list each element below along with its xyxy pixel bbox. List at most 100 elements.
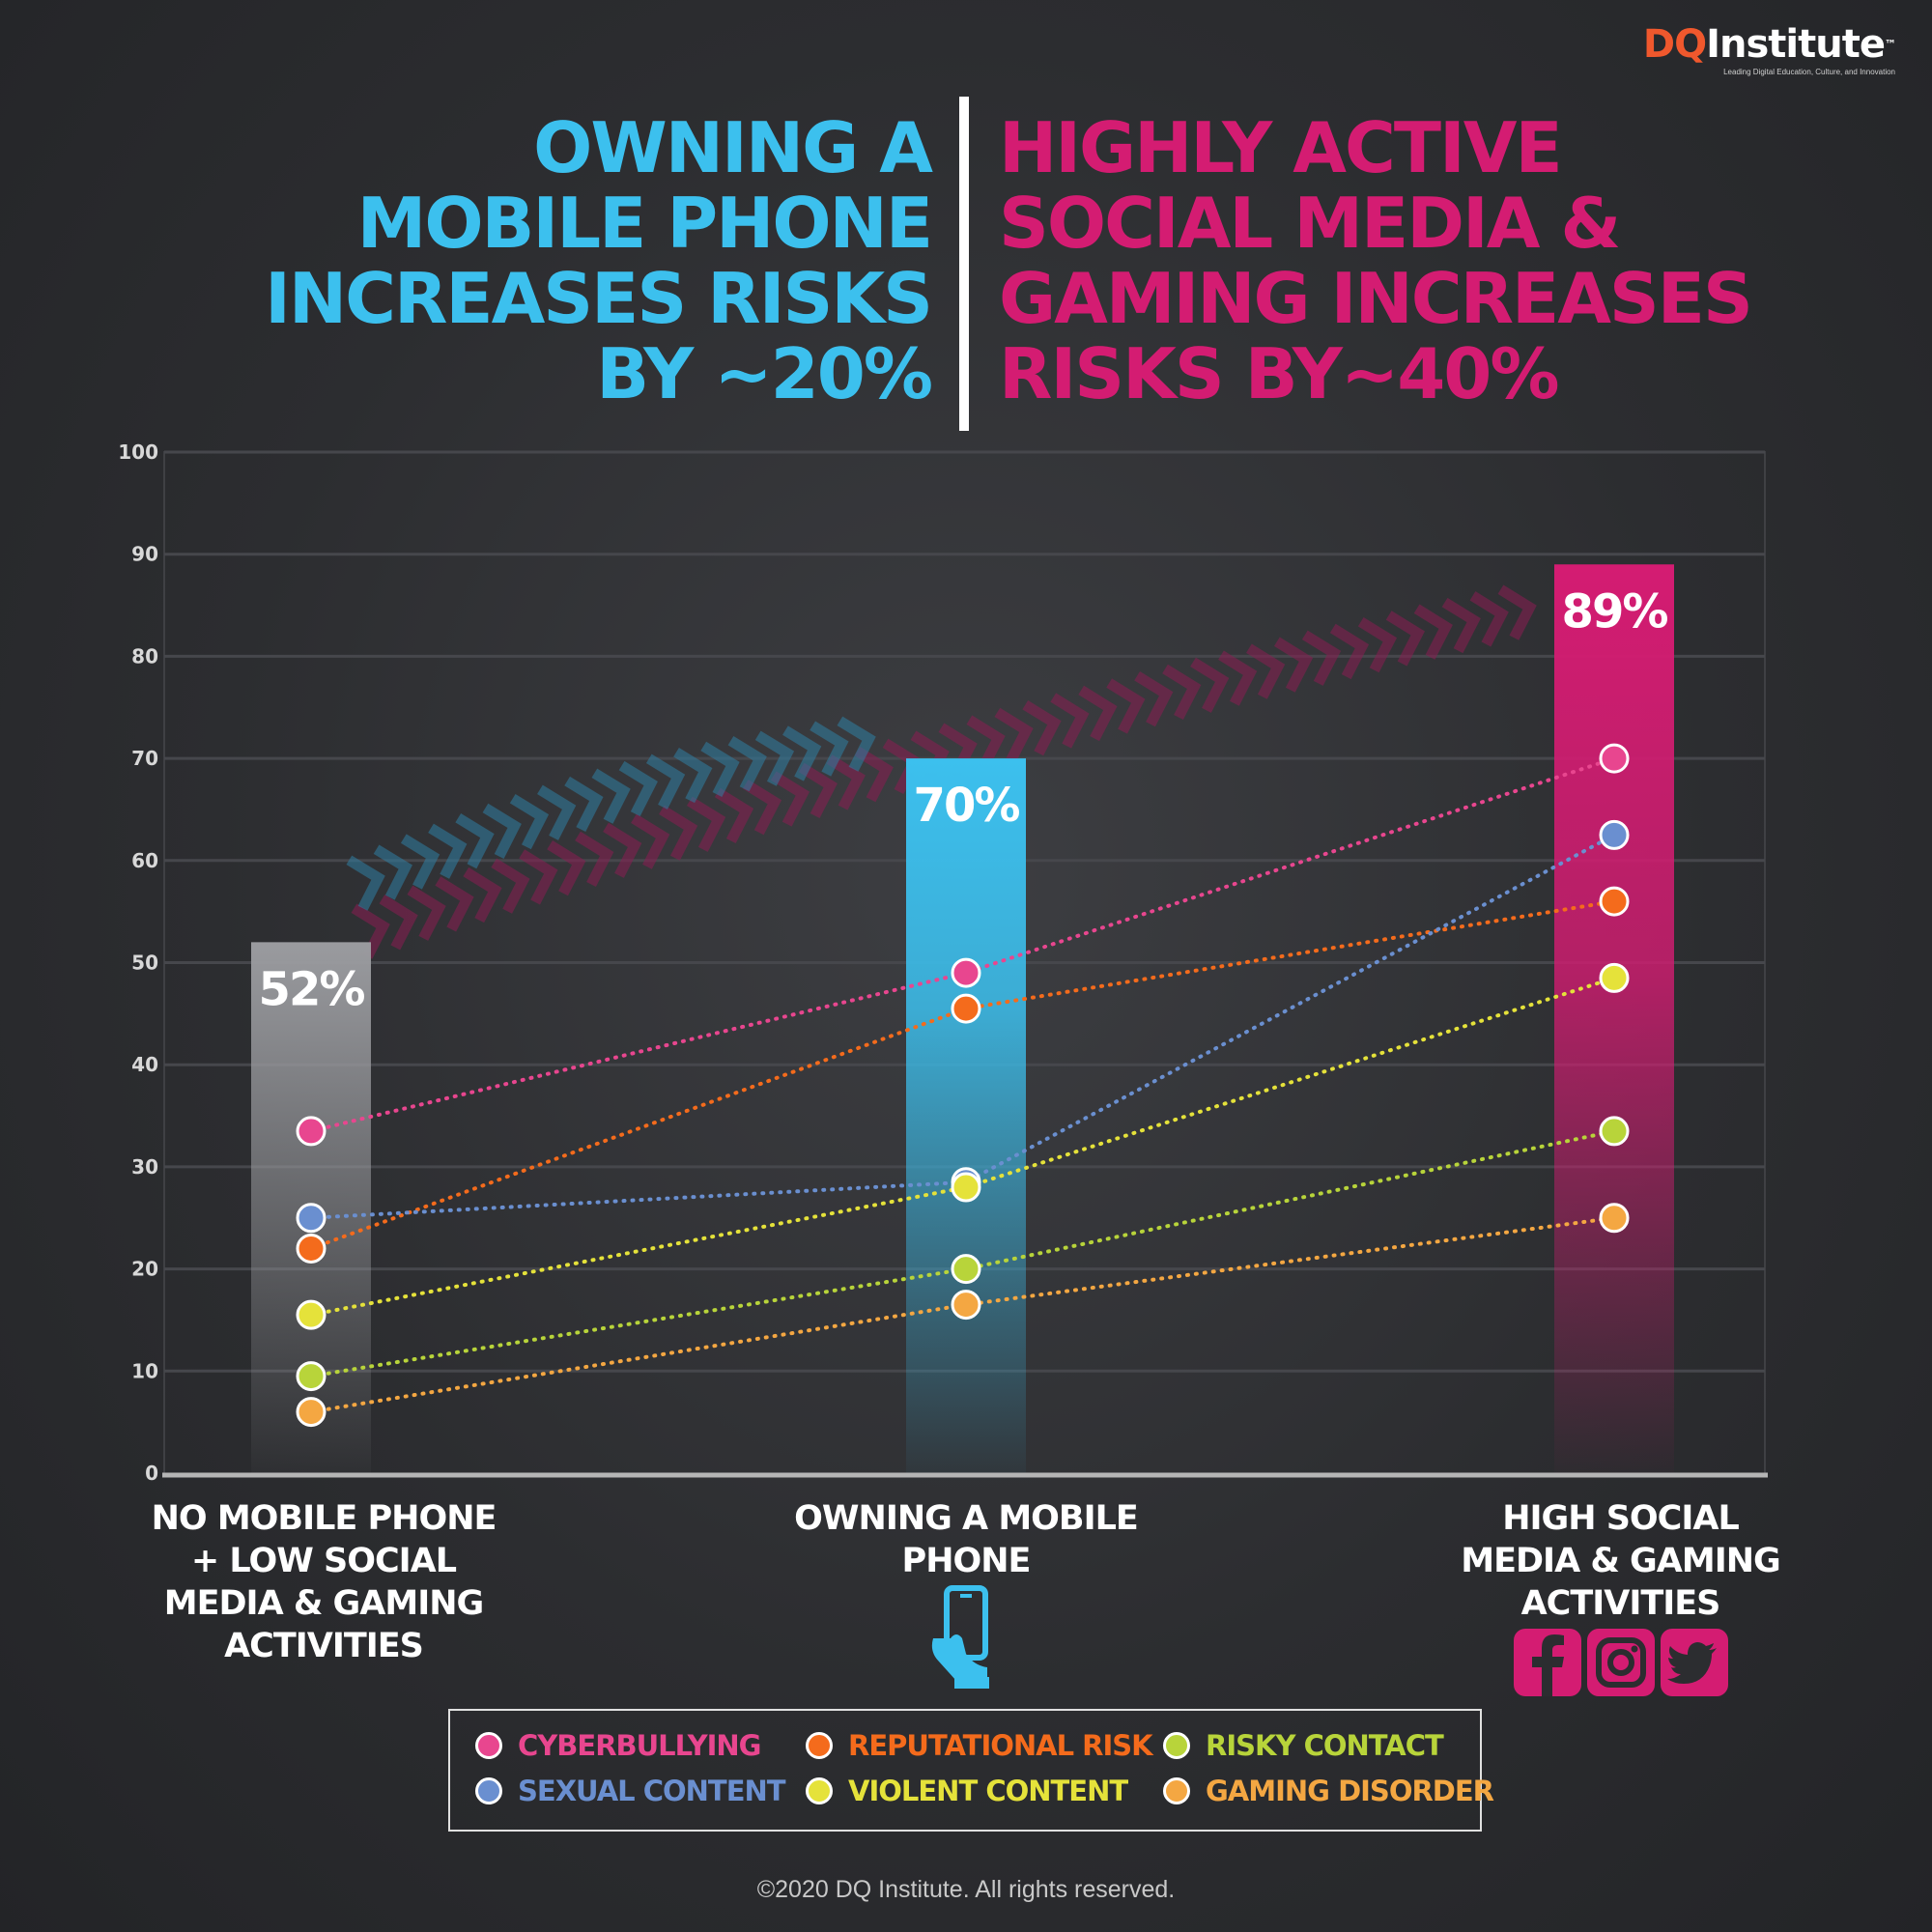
chevron (491, 858, 530, 914)
y-tick-label-80: 80 (131, 644, 158, 668)
chevron (742, 779, 782, 836)
series-point-3-2 (1599, 819, 1630, 850)
headline-divider (959, 97, 969, 431)
series-line-2 (309, 1128, 1616, 1378)
chevron (537, 784, 577, 840)
y-tick-label-90: 90 (131, 543, 158, 566)
chevron (1050, 693, 1090, 749)
y-tick-label-10: 10 (131, 1359, 158, 1382)
chevron (435, 876, 474, 932)
chevron (1357, 617, 1398, 673)
chevron (407, 885, 446, 941)
headline-left: OWNING A MOBILE PHONE INCREASES RISKS BY… (265, 107, 933, 414)
series-point-3-0 (296, 1203, 327, 1234)
series-point-1-0 (296, 1233, 327, 1264)
chevron (700, 741, 740, 797)
mobile-phone-icon (927, 1584, 1005, 1695)
blue-chevron-trail (346, 716, 876, 911)
chevron (603, 822, 642, 878)
legend: CYBERBULLYING SEXUAL CONTENT REPUTATIONA… (448, 1709, 1494, 1832)
chevron (686, 796, 726, 852)
chevron (1441, 597, 1481, 654)
series-point-4-2 (1599, 962, 1630, 993)
chevron (1190, 657, 1230, 713)
headline-right: HIGHLY ACTIVE SOCIAL MEDIA & GAMING INCR… (999, 107, 1753, 414)
bar-value-label-2: 89% (1562, 584, 1668, 639)
chevron (1218, 650, 1258, 706)
series-point-2-1 (951, 1254, 981, 1285)
chevron (463, 867, 502, 923)
chevron (631, 813, 670, 869)
chevron (379, 895, 418, 951)
legend-item-risky-contact: RISKY CONTACT (1163, 1726, 1444, 1765)
legend-label-gaming-disorder: GAMING DISORDER (1206, 1775, 1494, 1807)
chevron (564, 776, 604, 833)
legend-label-cyberbullying: CYBERBULLYING (518, 1729, 761, 1762)
series-line-3 (309, 833, 1616, 1220)
chevron (509, 793, 550, 850)
series-point-1-1 (951, 993, 981, 1024)
bar-2 (1554, 564, 1674, 1473)
legend-label-sexual-content: SEXUAL CONTENT (518, 1775, 786, 1807)
legend-dot-violent-content (806, 1777, 833, 1804)
y-tick-label-40: 40 (131, 1053, 158, 1076)
legend-item-violent-content: VIOLENT CONTENT (806, 1772, 1128, 1810)
category-label-0: NO MOBILE PHONE + LOW SOCIAL MEDIA & GAM… (151, 1499, 497, 1665)
legend-label-reputational-risk: REPUTATIONAL RISK (848, 1729, 1153, 1762)
chevron (428, 823, 468, 879)
legend-dot-gaming-disorder (1163, 1777, 1190, 1804)
bar-value-label-1: 70% (914, 779, 1020, 833)
series-points (296, 743, 1630, 1428)
chevron (714, 787, 754, 844)
chevron (673, 747, 713, 804)
chevron (770, 771, 810, 827)
legend-label-risky-contact: RISKY CONTACT (1206, 1729, 1444, 1762)
legend-item-reputational-risk: REPUTATIONAL RISK (806, 1726, 1153, 1765)
chevron (1106, 678, 1146, 734)
series-point-1-2 (1599, 886, 1630, 917)
bar-labels: 52% 70% 89% (259, 584, 1670, 1016)
logo-dq: DQ (1642, 22, 1707, 67)
chevron (455, 812, 495, 869)
series-point-0-2 (1599, 743, 1630, 774)
bar-value-label-0: 52% (259, 962, 365, 1016)
legend-item-sexual-content: SEXUAL CONTENT (475, 1772, 786, 1810)
twitter-icon (1661, 1629, 1728, 1701)
chevron (659, 805, 698, 861)
copyright-notice: ©2020 DQ Institute. All rights reserved. (756, 1876, 1176, 1903)
y-tick-label-100: 100 (118, 440, 158, 464)
chevron (966, 715, 1006, 771)
legend-label-violent-content: VIOLENT CONTENT (848, 1775, 1128, 1807)
series-point-5-2 (1599, 1203, 1630, 1234)
y-tick-label-20: 20 (131, 1258, 158, 1281)
dq-institute-logo: DQInstitute™ Leading Digital Education, … (1642, 22, 1896, 76)
y-tick-label-0: 0 (145, 1462, 158, 1485)
series-line-0 (309, 756, 1616, 1133)
chevron (1022, 699, 1062, 756)
series-point-0-0 (296, 1116, 327, 1147)
series-point-4-1 (951, 1172, 981, 1203)
chevron (1385, 611, 1425, 667)
series-point-5-0 (296, 1397, 327, 1428)
category-label-2: HIGH SOCIAL MEDIA & GAMING ACTIVITIES (1461, 1499, 1780, 1623)
chevron (1329, 623, 1370, 680)
chevron (994, 707, 1034, 763)
instagram-icon (1587, 1629, 1655, 1701)
legend-dot-cyberbullying (475, 1732, 502, 1759)
bar-1 (906, 758, 1026, 1473)
chevron (575, 831, 614, 888)
chevron (854, 746, 894, 803)
chevron (810, 721, 849, 777)
chevron (1162, 664, 1202, 721)
chevron (547, 839, 586, 896)
chevron (782, 725, 822, 781)
logo-institute: Institute (1706, 22, 1886, 67)
chevron (1469, 591, 1509, 647)
legend-dot-risky-contact (1163, 1732, 1190, 1759)
chevron (1497, 584, 1537, 640)
series-point-5-1 (951, 1290, 981, 1321)
chevron (798, 762, 838, 819)
y-tick-label-30: 30 (131, 1155, 158, 1179)
chevron (727, 735, 767, 792)
